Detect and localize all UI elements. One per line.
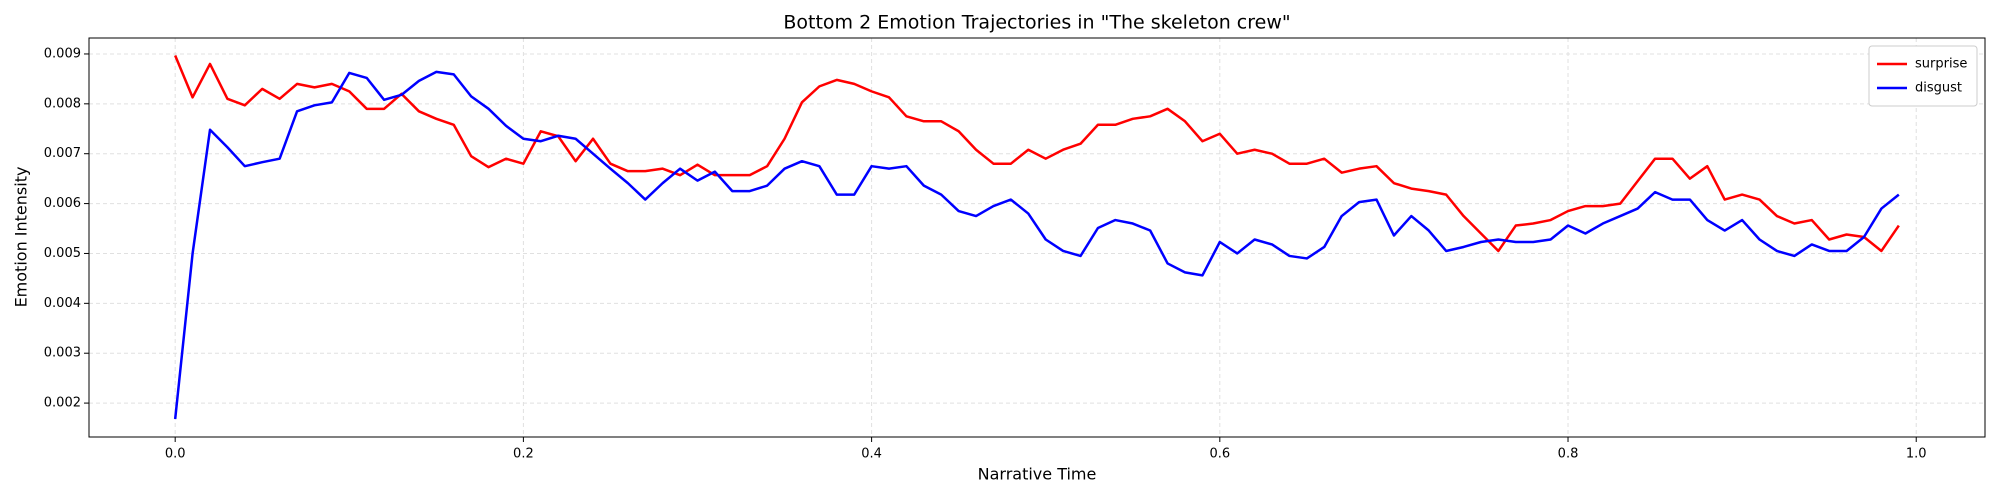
y-axis-label: Emotion Intensity	[12, 167, 31, 308]
x-tick-label: 0.0	[165, 447, 186, 462]
x-tick-label: 0.2	[513, 447, 534, 462]
line-series	[173, 70, 1900, 420]
y-tick-label: 0.004	[44, 296, 81, 311]
y-tick-label: 0.002	[44, 396, 81, 411]
x-tick-label: 1.0	[1906, 447, 1927, 462]
y-tick-label: 0.009	[44, 46, 81, 61]
legend-label: surprise	[1915, 57, 1967, 72]
chart-title: Bottom 2 Emotion Trajectories in "The sk…	[783, 12, 1290, 34]
y-tick-label: 0.008	[44, 96, 81, 111]
line-series	[174, 54, 1900, 253]
legend-box	[1868, 45, 1978, 107]
plot-frame	[88, 37, 1986, 438]
x-tick-label: 0.4	[861, 447, 882, 462]
x-axis-label: Narrative Time	[978, 465, 1097, 484]
legend-label: disgust	[1915, 81, 1962, 96]
x-tick-label: 0.6	[1209, 447, 1230, 462]
y-tick-label: 0.007	[44, 146, 81, 161]
y-tick-label: 0.003	[44, 346, 81, 361]
x-tick-label: 0.8	[1558, 447, 1579, 462]
y-tick-label: 0.006	[44, 196, 81, 211]
y-tick-label: 0.005	[44, 246, 81, 261]
